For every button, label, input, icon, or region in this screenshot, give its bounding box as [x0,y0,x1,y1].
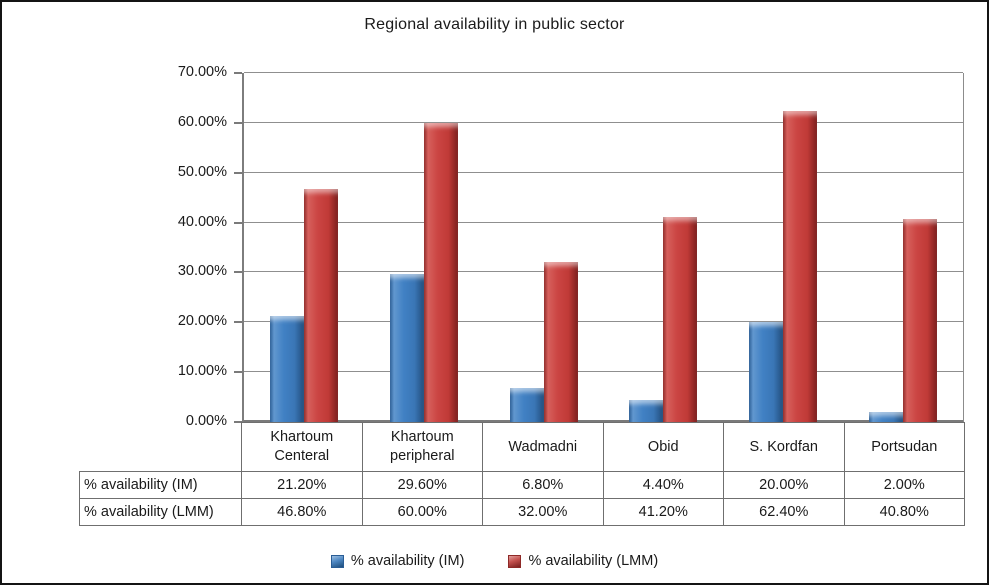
value-cell: 62.40% [723,498,845,526]
y-axis-label: 30.00% [177,263,227,280]
bar-lmm [903,218,938,422]
bar-group [843,73,963,422]
y-axis-tick [234,221,242,224]
gridline [244,221,963,223]
category-header-cell: Khartoum peripheral [361,422,483,472]
category-header-cell: Wadmadni [482,422,604,472]
bar-group [364,73,484,422]
chart-title: Regional availability in public sector [364,16,625,33]
y-axis-label: 70.00% [177,64,227,80]
bar-lmm [783,110,818,422]
value-cell: 21.20% [241,471,363,499]
legend: % availability (IM) % availability (LMM) [2,546,987,576]
legend-label: % availability (LMM) [528,553,659,569]
value-cell: 32.00% [482,498,604,526]
legend-item: % availability (IM) [330,553,465,569]
legend-label: % availability (IM) [350,553,465,569]
y-axis: 70.00% 60.00% 50.00% 40.00% 30.00% 20.00% 10.0… [2,64,242,429]
bar-im [869,412,904,422]
y-axis-label: 10.00% [177,363,227,380]
plot-area [242,72,964,422]
bar-group [723,73,843,422]
y-axis-label: 40.00% [177,213,227,230]
y-axis-label: 0.00% [185,413,227,429]
category-header-cell: Khartoum Centeral [241,422,363,472]
y-axis-tick [234,421,242,423]
bar-im [389,274,424,422]
bar-lmm [543,262,578,422]
legend-swatch-lmm-icon [508,554,522,568]
series-row-label: % availability (LMM) [79,498,242,526]
y-axis-tick [234,171,242,174]
y-axis-tick [234,371,242,374]
category-header-cell: S. Kordfan [723,422,845,472]
bar-lmm [423,122,458,422]
gridline [244,121,963,123]
gridline [244,371,963,373]
bar-im [509,388,544,422]
x-axis-line [244,420,963,422]
gridline [244,72,963,73]
y-axis-tick [234,321,242,324]
table-header-row: Khartoum Centeral Khartoum peripheral Wadm… [80,422,965,472]
category-header-cell: Obid [602,422,724,472]
y-axis-tick [234,271,242,274]
bar-lmm [303,188,338,422]
value-cell: 2.00% [843,471,965,499]
y-axis-label: 20.00% [177,313,227,330]
value-cell: 46.80% [241,498,363,526]
y-axis-tick [234,72,242,74]
legend-swatch-im-icon [330,554,344,568]
value-cell: 20.00% [723,471,845,499]
value-cell: 60.00% [361,498,483,526]
category-header-cell: Portsudan [843,422,965,472]
data-table-grid: Khartoum Centeral Khartoum peripheral Wadm… [79,422,965,526]
bar-group [244,73,364,422]
bar-im [269,316,304,422]
bar-group [604,73,724,422]
y-axis-label: 50.00% [177,163,227,180]
legend-item: % availability (LMM) [508,553,658,569]
series-row-label: % availability (IM) [79,471,242,499]
value-cell: 41.20% [602,498,724,526]
bar-lmm [663,216,698,422]
gridline [244,321,963,323]
table-row: % availability (LMM) 46.80% 60.00% 32.00% 41… [79,498,965,526]
gridline [244,271,963,273]
bar-im [749,322,784,422]
data-table: Khartoum Centeral Khartoum peripheral Wadm… [79,422,965,526]
bar-im [629,400,664,422]
value-cell: 40.80% [843,498,965,526]
table-row: % availability (IM) 21.20% 29.60% 6.80% 4.40… [79,471,965,499]
gridline [244,171,963,173]
value-cell: 29.60% [361,471,483,499]
value-cell: 6.80% [482,471,604,499]
table-blank-cell [80,423,242,472]
bar-group [484,73,604,422]
y-axis-tick [234,121,242,124]
value-cell: 4.40% [602,471,724,499]
y-axis-label: 60.00% [177,113,227,130]
